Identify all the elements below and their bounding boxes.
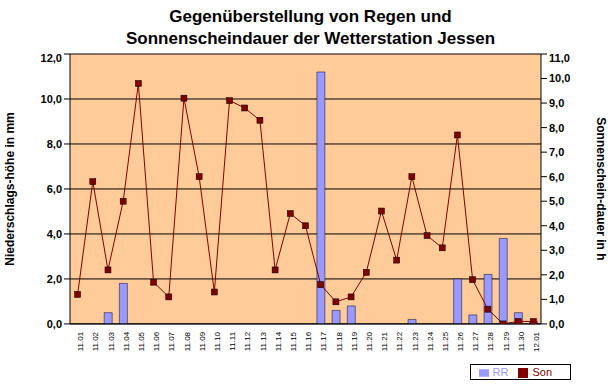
svg-text:1,0: 1,0: [549, 293, 564, 305]
svg-text:4,0: 4,0: [47, 228, 62, 240]
svg-text:11.05: 11.05: [137, 331, 146, 351]
svg-text:11.01: 11.01: [76, 331, 85, 351]
svg-text:11.06: 11.06: [152, 331, 161, 351]
svg-text:4,0: 4,0: [549, 220, 564, 232]
svg-text:10,0: 10,0: [41, 93, 62, 105]
svg-text:11.12: 11.12: [243, 331, 252, 351]
svg-text:6,0: 6,0: [47, 183, 62, 195]
svg-text:Niederschlags-höhe in mm: Niederschlags-höhe in mm: [8, 112, 17, 265]
svg-text:11.15: 11.15: [289, 331, 298, 351]
svg-text:11.29: 11.29: [502, 331, 511, 351]
html-text:Sonnenscheindauer der Wetterst: Sonnenscheindauer der Wetterstation Jess…: [126, 29, 495, 48]
svg-text:2,0: 2,0: [549, 269, 564, 281]
svg-text:11.16: 11.16: [304, 331, 313, 351]
svg-text:11.23: 11.23: [411, 331, 420, 351]
svg-text:11.27: 11.27: [471, 331, 480, 351]
html-text:Gegenüberstellung von Regen un: Gegenüberstellung von Regen und: [169, 7, 452, 26]
svg-text:11.13: 11.13: [259, 331, 268, 351]
svg-text:11.21: 11.21: [380, 331, 389, 351]
svg-text:11.25: 11.25: [441, 331, 450, 351]
svg-text:10,0: 10,0: [549, 72, 570, 84]
svg-text:8,0: 8,0: [47, 138, 62, 150]
svg-text:11.26: 11.26: [456, 331, 465, 351]
svg-text:11.14: 11.14: [274, 331, 283, 351]
svg-text:11.20: 11.20: [365, 331, 374, 351]
svg-text:11.04: 11.04: [122, 331, 131, 351]
svg-text:11.28: 11.28: [487, 331, 496, 351]
svg-text:11.03: 11.03: [107, 331, 116, 351]
svg-text:5,0: 5,0: [549, 195, 564, 207]
svg-text:2,0: 2,0: [47, 273, 62, 285]
svg-text:11.19: 11.19: [350, 331, 359, 351]
svg-text:11.02: 11.02: [91, 331, 100, 351]
svg-text:11,0: 11,0: [549, 52, 570, 64]
svg-text:6,0: 6,0: [549, 171, 564, 183]
svg-text:11.09: 11.09: [198, 331, 207, 351]
svg-text:11.22: 11.22: [395, 331, 404, 351]
svg-text:Sonnenschein-dauer in h: Sonnenschein-dauer in h: [594, 117, 603, 260]
svg-text:11.17: 11.17: [319, 331, 328, 351]
svg-text:11.10: 11.10: [213, 331, 222, 351]
svg-text:12.01: 12.01: [532, 331, 541, 352]
svg-text:11.30: 11.30: [517, 331, 526, 351]
svg-text:12,0: 12,0: [41, 52, 62, 64]
svg-text:3,0: 3,0: [549, 244, 564, 256]
svg-text:11.11: 11.11: [228, 331, 237, 350]
svg-text:0,0: 0,0: [549, 318, 564, 330]
svg-text:11.07: 11.07: [167, 331, 176, 351]
svg-text:11.18: 11.18: [335, 331, 344, 351]
svg-text:9,0: 9,0: [549, 97, 564, 109]
svg-text:8,0: 8,0: [549, 122, 564, 134]
svg-text:0,0: 0,0: [47, 318, 62, 330]
svg-text:11.24: 11.24: [426, 331, 435, 351]
svg-text:11.08: 11.08: [183, 331, 192, 351]
html-text:Son: Son: [532, 365, 552, 378]
html-text:RR: RR: [492, 365, 509, 378]
svg-text:7,0: 7,0: [549, 146, 564, 158]
